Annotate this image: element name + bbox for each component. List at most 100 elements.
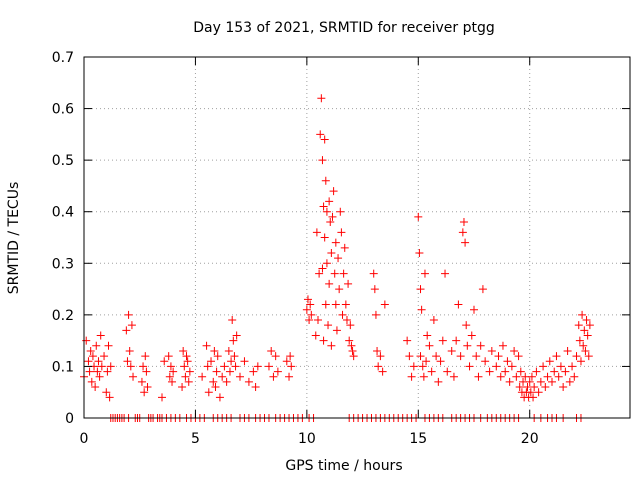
data-point [264, 362, 273, 371]
data-point [485, 367, 494, 376]
data-point [550, 367, 559, 376]
data-point [326, 218, 335, 227]
data-point [507, 362, 516, 371]
data-point [314, 316, 322, 325]
grid [84, 57, 630, 418]
data-point [487, 346, 496, 355]
data-point [580, 326, 589, 335]
data-point [179, 346, 188, 355]
data-point [102, 388, 111, 397]
data-point [286, 352, 295, 361]
data-point [463, 341, 472, 350]
data-point [456, 352, 465, 361]
data-point [287, 362, 296, 371]
y-tick-label: 0 [65, 411, 74, 427]
data-point [347, 341, 356, 350]
data-point [141, 352, 150, 361]
data-point [166, 362, 175, 371]
data-point [465, 362, 474, 371]
data-point [503, 357, 512, 366]
data-point [91, 383, 100, 392]
data-point [515, 383, 524, 392]
data-point [251, 383, 260, 392]
data-point [348, 346, 357, 355]
y-axis-label: SRMTID / TECUs [6, 182, 22, 295]
data-point [494, 352, 503, 361]
x-tick-label: 10 [298, 431, 316, 447]
data-point [563, 346, 572, 355]
data-point [530, 383, 539, 392]
data-point [325, 279, 334, 288]
data-point [420, 269, 429, 278]
data-point [539, 362, 548, 371]
data-point [441, 269, 450, 278]
data-point [443, 367, 452, 376]
data-point [345, 336, 354, 345]
data-point [552, 352, 561, 361]
data-point [319, 336, 328, 345]
data-point [228, 316, 237, 325]
data-points [80, 94, 594, 422]
data-point [139, 362, 148, 371]
data-point [198, 372, 207, 381]
data-point [244, 377, 253, 386]
data-point [459, 218, 468, 227]
y-tick-label: 0.2 [52, 308, 74, 324]
data-point [269, 372, 278, 381]
data-point [565, 377, 574, 386]
data-point [336, 207, 345, 216]
data-point [104, 341, 113, 350]
data-point [418, 362, 427, 371]
data-point [510, 346, 519, 355]
data-point [467, 331, 476, 340]
data-point [282, 357, 291, 366]
data-point [461, 238, 470, 247]
data-point [561, 367, 570, 376]
data-point [103, 367, 112, 376]
data-point [584, 352, 593, 361]
data-point [585, 321, 594, 330]
data-point [427, 367, 436, 376]
data-point [476, 341, 485, 350]
data-point [378, 367, 387, 376]
data-point [330, 269, 339, 278]
data-point [527, 372, 536, 381]
data-point [349, 352, 358, 361]
data-point [452, 336, 461, 345]
data-point [232, 331, 241, 340]
data-point [369, 269, 378, 278]
data-point [568, 362, 577, 371]
data-point [210, 346, 219, 355]
x-tick-label: 0 [80, 431, 89, 447]
data-point [320, 233, 329, 242]
data-point [496, 372, 505, 381]
data-point [320, 135, 329, 144]
data-point [165, 372, 174, 381]
data-point [202, 341, 211, 350]
data-point [478, 285, 487, 294]
data-point [416, 285, 425, 294]
data-point [322, 259, 331, 268]
x-tick-label: 15 [409, 431, 427, 447]
data-point [327, 341, 336, 350]
data-point [325, 197, 334, 206]
data-point [532, 367, 541, 376]
data-point [315, 269, 324, 278]
data-point [416, 352, 425, 361]
data-point [305, 316, 314, 325]
data-point [328, 212, 337, 221]
data-point [306, 300, 315, 309]
data-point [582, 316, 591, 325]
y-tick-label: 0.3 [52, 256, 74, 272]
x-axis-label: GPS time / hours [285, 458, 402, 474]
data-point [321, 300, 330, 309]
data-point [543, 372, 552, 381]
data-point [312, 228, 321, 237]
data-point [341, 300, 350, 309]
data-point [409, 362, 418, 371]
data-point [267, 346, 276, 355]
data-point [106, 362, 115, 371]
data-point [317, 94, 326, 103]
data-point [575, 336, 584, 345]
data-point [545, 357, 554, 366]
